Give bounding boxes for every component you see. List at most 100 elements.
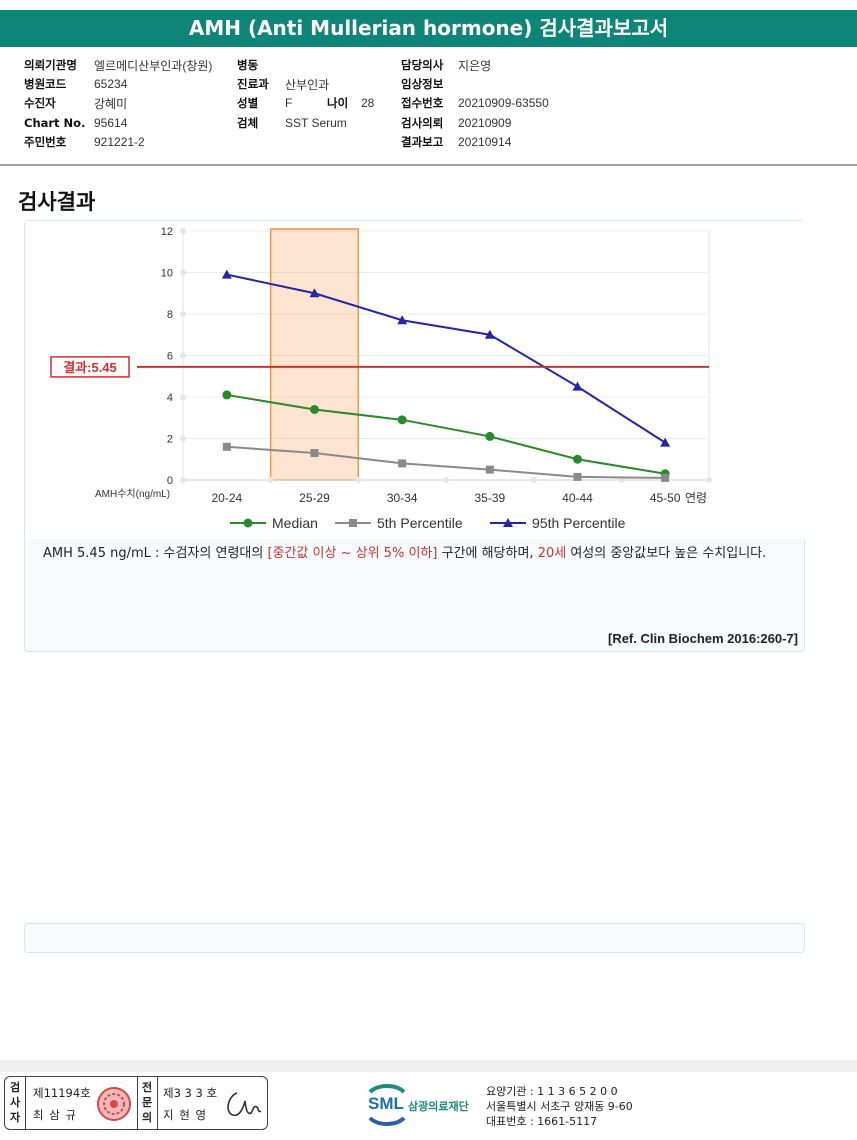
legend-label: 5th Percentile xyxy=(377,515,463,531)
y-tick-label: 12 xyxy=(161,226,173,238)
info-label: Chart No. xyxy=(24,116,86,130)
data-point xyxy=(309,288,320,298)
info-label: 수진자 xyxy=(24,96,56,110)
data-point xyxy=(660,437,671,447)
result-label-box xyxy=(50,356,130,378)
data-point xyxy=(222,390,232,400)
result-label: 결과:5.45 xyxy=(63,360,117,375)
legend-label: Median xyxy=(272,515,318,531)
result-panel: 0 2 4 6 8 10 12 20-24 25-29 30-34 35-39 40-44 45-50… xyxy=(24,220,806,652)
info-label: 성별 xyxy=(237,96,259,110)
y-tick-mark xyxy=(180,352,186,359)
description-highlight-age: 20세 xyxy=(537,546,567,561)
info-value: 강혜미 xyxy=(94,96,128,111)
logo-text: SML xyxy=(368,1094,404,1113)
x-tick-label: 20-24 xyxy=(211,491,242,505)
info-value: F xyxy=(285,96,293,110)
legend-item: 95th Percentile xyxy=(490,515,626,531)
data-point xyxy=(503,518,513,527)
info-id: 주민번호 921221-2 xyxy=(24,133,145,151)
y-tick-label: 4 xyxy=(167,392,173,404)
chart-area: 0 2 4 6 8 10 12 20-24 25-29 30-34 35-39 40-44 45-50… xyxy=(25,221,806,539)
header-divider xyxy=(0,164,857,166)
info-patient: 수진자 강혜미 xyxy=(24,94,127,112)
y-tick-label: 8 xyxy=(167,309,173,321)
info-value: SST Serum xyxy=(285,116,347,130)
info-label: 임상정보 xyxy=(401,77,444,91)
data-point xyxy=(485,431,495,441)
description-highlight-range: [중간값 이상 ~ 상위 5% 이하] xyxy=(267,546,438,561)
data-point xyxy=(484,329,495,339)
data-point xyxy=(661,473,670,482)
info-label: 담당의사 xyxy=(401,58,444,72)
info-value: 95614 xyxy=(94,116,128,130)
signature-separator xyxy=(157,1077,158,1129)
x-tick-mark xyxy=(530,477,537,483)
data-point xyxy=(222,442,231,451)
phone: 대표번호 : 1661-5117 xyxy=(486,1115,598,1128)
info-label: 검사의뢰 xyxy=(401,116,444,130)
handwritten-signature-icon xyxy=(227,1092,262,1117)
series-median xyxy=(222,390,670,479)
info-specimen: 검체 SST Serum xyxy=(237,114,347,132)
series-95th-percentile xyxy=(221,269,671,447)
info-label: 주민번호 xyxy=(24,135,67,149)
report-title: AMH (Anti Mullerian hormone) 검사결과보고서 xyxy=(0,10,857,47)
examiner-label-text: 검사자 xyxy=(9,1081,21,1124)
legend-item: 5th Percentile xyxy=(335,515,463,531)
examiner-label: 검사자 xyxy=(8,1080,22,1125)
description-text: 구간에 해당하며, xyxy=(437,546,538,561)
y-tick-label: 10 xyxy=(161,268,173,280)
x-tick-label: 45-50 xyxy=(650,491,681,505)
reviewer-name: 지 현 영 xyxy=(163,1108,208,1122)
info-request: 검사의뢰 20210909 xyxy=(401,114,511,132)
info-code: 병원코드 65234 xyxy=(24,75,127,93)
y-tick-mark xyxy=(180,394,186,400)
series-line xyxy=(226,445,666,479)
foundation-name: 삼광의료재단 xyxy=(408,1100,469,1113)
footer-band xyxy=(0,1060,857,1072)
info-label: 검체 xyxy=(237,116,259,130)
reviewer-label: 전문의 xyxy=(140,1080,154,1125)
info-value: 엘르메디산부인과(창원) xyxy=(94,58,213,73)
x-tick-mark xyxy=(267,477,274,483)
info-clinical: 임상정보 xyxy=(401,75,458,93)
info-label: 병동 xyxy=(237,58,259,72)
x-tick-label: 35-39 xyxy=(474,491,505,505)
info-doctor: 담당의사 지은영 xyxy=(401,56,491,74)
signature-separator xyxy=(25,1077,26,1129)
signature-box: 검사자 제11194호 최 삼 규 전문의 제3 3 3 호 지 현 영 xyxy=(4,1076,268,1130)
sml-logo-icon xyxy=(368,1084,406,1126)
y-tick-label: 0 xyxy=(167,475,173,487)
info-dept: 진료과 산부인과 xyxy=(237,75,329,93)
y-tick-label: 2 xyxy=(167,434,173,446)
reviewer-license-no: 제3 3 3 호 xyxy=(163,1086,218,1100)
description-text: AMH 5.45 ng/mL : 수검자의 연령대의 xyxy=(43,546,268,561)
examiner-license-no: 제11194호 xyxy=(33,1086,91,1100)
info-label: 의뢰기관명 xyxy=(24,58,77,72)
x-tick-mark xyxy=(618,477,625,483)
info-value: 지은영 xyxy=(458,58,492,73)
section-title: 검사결과 xyxy=(18,190,96,214)
info-value: 921221-2 xyxy=(94,135,145,149)
reference-citation: [Ref. Clin Biochem 2016:260-7] xyxy=(607,631,798,646)
seal-stamp-icon xyxy=(97,1087,131,1121)
info-label: 접수번호 xyxy=(401,96,444,110)
footer-info: 요양기관 : 1 1 3 6 5 2 0 0 서울특별시 서초구 양재동 9-6… xyxy=(486,1084,633,1129)
info-value: 20210909 xyxy=(458,116,512,130)
data-point xyxy=(573,472,582,481)
x-tick-label: 40-44 xyxy=(562,491,593,505)
data-point xyxy=(485,465,494,474)
data-point xyxy=(310,404,319,414)
y-tick-mark xyxy=(180,311,186,317)
y-tick-label: 6 xyxy=(167,351,173,363)
data-point xyxy=(573,454,582,464)
y-tick-mark xyxy=(180,228,186,234)
info-label: 결과보고 xyxy=(401,135,444,149)
legend-item: Median xyxy=(230,515,318,531)
info-value: 28 xyxy=(361,96,375,110)
data-point xyxy=(349,519,357,527)
institution-code: 요양기관 : 1 1 3 6 5 2 0 0 xyxy=(486,1085,618,1098)
info-value: 20210909-63550 xyxy=(458,96,549,110)
info-chart: Chart No. 95614 xyxy=(24,114,127,132)
